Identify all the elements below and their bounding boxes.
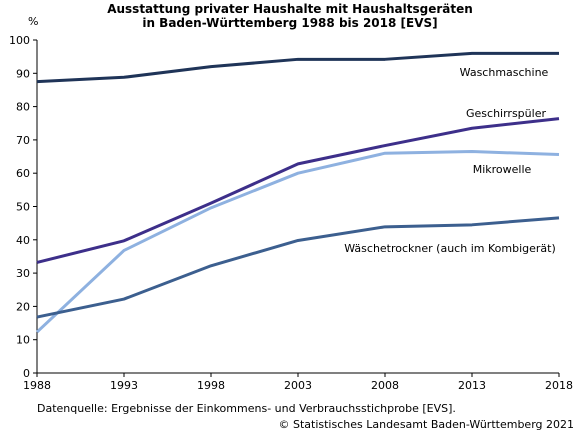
y-axis-unit: % xyxy=(28,15,38,28)
x-tick-label: 2008 xyxy=(371,379,399,392)
y-tick-label: 90 xyxy=(16,67,30,80)
y-tick-label: 70 xyxy=(16,134,30,147)
y-tick-label: 60 xyxy=(16,167,30,180)
series-line-2 xyxy=(36,117,560,264)
x-tick-label: 2018 xyxy=(545,379,573,392)
y-tick-label: 100 xyxy=(9,34,30,47)
series-label-2: Geschirrspüler xyxy=(466,107,546,120)
series-line-3 xyxy=(35,150,560,334)
series-layer xyxy=(35,51,560,334)
x-tick-label: 1993 xyxy=(110,379,138,392)
y-tick-label: 20 xyxy=(16,300,30,313)
x-tick-label: 2013 xyxy=(458,379,486,392)
series-labels: Waschmaschine Geschirrspüler Mikrowelle Wäs… xyxy=(344,66,556,255)
chart-title-line1: Ausstattung privater Haushalte mit Haush… xyxy=(107,2,473,16)
y-tick-label: 50 xyxy=(16,201,30,214)
y-tick-label: 40 xyxy=(16,234,30,247)
series-label-4: Wäschetrockner (auch im Kombigerät) xyxy=(344,242,556,255)
x-tick-label: 1998 xyxy=(197,379,225,392)
axes: 0 10 20 30 40 50 60 70 80 90 100 1988 1993 1998 2003 20… xyxy=(9,34,573,392)
y-tick-label: 30 xyxy=(16,267,30,280)
x-tick-label: 2003 xyxy=(284,379,312,392)
copyright-note: © Statistisches Landesamt Baden-Württemb… xyxy=(278,418,574,431)
source-note: Datenquelle: Ergebnisse der Einkommens- … xyxy=(37,402,456,415)
series-label-1: Waschmaschine xyxy=(460,66,549,79)
x-tick-label: 1988 xyxy=(23,379,51,392)
series-line-1 xyxy=(36,51,559,84)
chart-title-line2: in Baden-Württemberg 1988 bis 2018 [EVS] xyxy=(142,16,437,30)
y-tick-label: 10 xyxy=(16,334,30,347)
y-tick-label: 0 xyxy=(23,367,30,380)
series-line-4 xyxy=(36,216,560,319)
series-label-3: Mikrowelle xyxy=(473,163,532,176)
y-tick-label: 80 xyxy=(16,101,30,114)
